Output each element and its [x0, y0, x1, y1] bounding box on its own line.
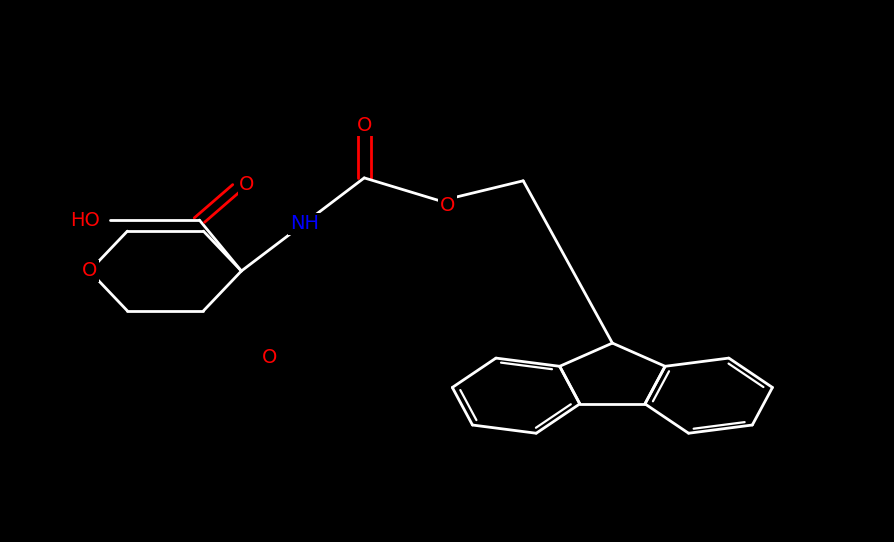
- Text: NH: NH: [290, 214, 319, 234]
- Text: O: O: [81, 261, 97, 281]
- Text: O: O: [262, 348, 278, 367]
- Text: O: O: [239, 175, 255, 193]
- Text: O: O: [440, 196, 455, 215]
- Text: HO: HO: [70, 211, 100, 230]
- Text: O: O: [357, 116, 372, 135]
